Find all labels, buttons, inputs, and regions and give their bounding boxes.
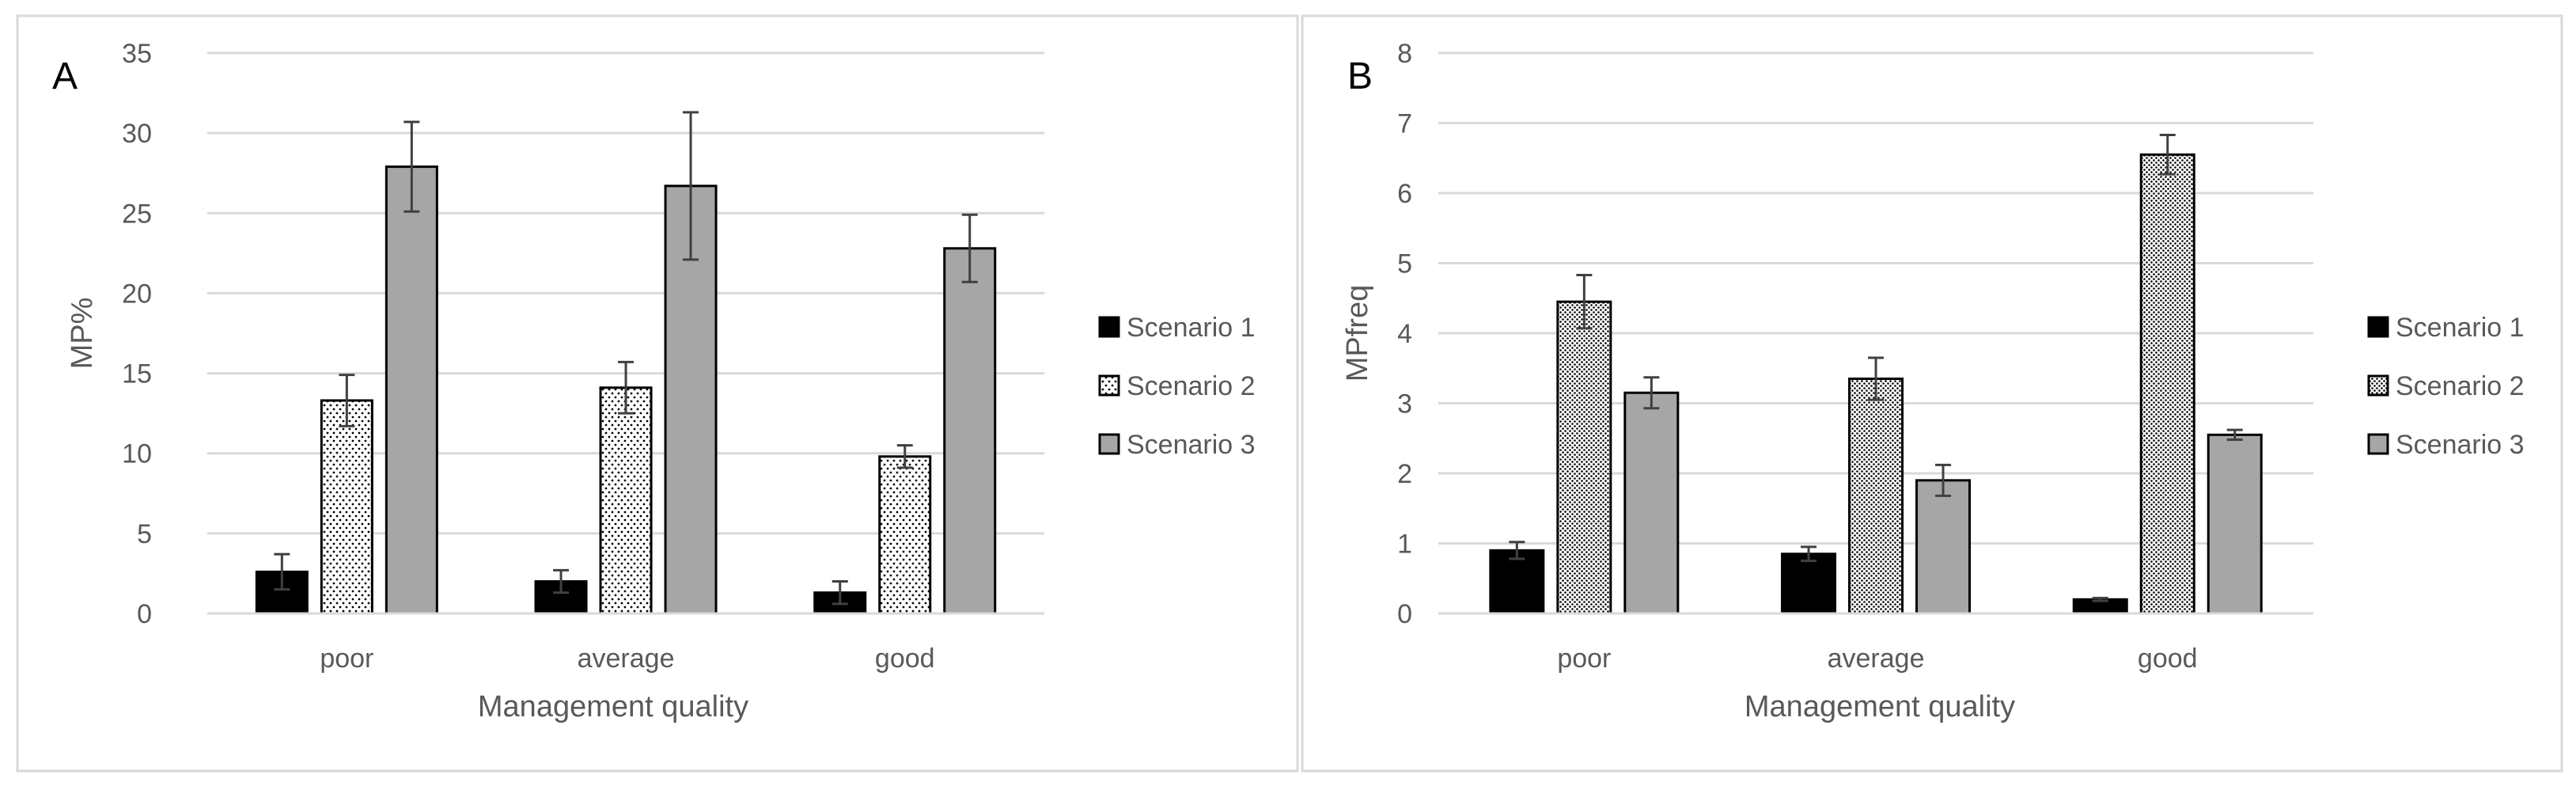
x-tick-label: average [578,644,675,674]
y-tick-label: 6 [1397,179,1412,209]
y-tick-label: 1 [1397,530,1412,560]
y-tick-label: 5 [137,519,152,549]
y-axis-title: MPfreq [1341,285,1374,382]
bar [1623,391,1680,615]
y-tick-label: 10 [122,439,152,469]
legend-label: Scenario 1 [2396,313,2525,343]
x-axis-title: Management quality [478,690,748,723]
bar [320,399,373,615]
y-axis-title: MP% [66,298,99,370]
legend-label: Scenario 2 [2396,371,2525,401]
bar [1556,300,1612,615]
x-tick-label: poor [1557,644,1611,674]
y-tick-label: 25 [122,199,152,229]
y-tick-label: 4 [1397,319,1412,349]
x-axis-title: Management quality [1744,690,2015,723]
y-tick-label: 8 [1397,39,1412,69]
x-tick-label: good [875,644,935,674]
legend-swatch [2367,374,2389,397]
legend-label: Scenario 1 [1127,313,1256,343]
panel-a-frame [16,14,1299,773]
chart-a: A 0 5 10 15 20 25 30 35 MP% poor average good Managem… [52,39,1256,723]
panel-b-frame [1301,14,2563,773]
legend-label: Scenario 2 [1127,371,1256,401]
bar [1915,479,1972,615]
bar [878,455,932,615]
panel-label: B [1347,55,1373,97]
bar [943,247,997,615]
y-tick-label: 35 [122,39,152,69]
legend-swatch [1098,374,1120,397]
y-tick-label: 20 [122,279,152,309]
bar [2139,153,2195,615]
x-tick-label: good [2138,644,2198,674]
panel-label: A [52,55,78,97]
bar [2207,433,2263,615]
y-tick-label: 15 [122,359,152,389]
y-tick-label: 5 [1397,249,1412,279]
legend-swatch [2367,316,2389,338]
chart-b: B 0 1 2 3 4 5 6 7 8 MPfreq poor average good Managemen… [1341,39,2525,723]
legend-label: Scenario 3 [2396,430,2525,460]
y-tick-label: 3 [1397,389,1412,420]
bar [1848,378,1904,615]
legend-swatch [2367,433,2389,455]
x-tick-label: average [1828,644,1925,674]
legend-swatch [1098,316,1120,338]
legend-swatch [1098,433,1120,455]
y-tick-label: 0 [137,599,152,629]
y-tick-label: 30 [122,119,152,149]
bar [385,165,438,615]
bar [1489,549,1545,615]
bar [599,386,653,615]
y-tick-label: 2 [1397,459,1412,489]
y-tick-label: 0 [1397,599,1412,629]
legend-label: Scenario 3 [1127,430,1256,460]
bar [1781,552,1837,615]
x-tick-label: poor [320,644,373,674]
y-tick-label: 7 [1397,109,1412,139]
